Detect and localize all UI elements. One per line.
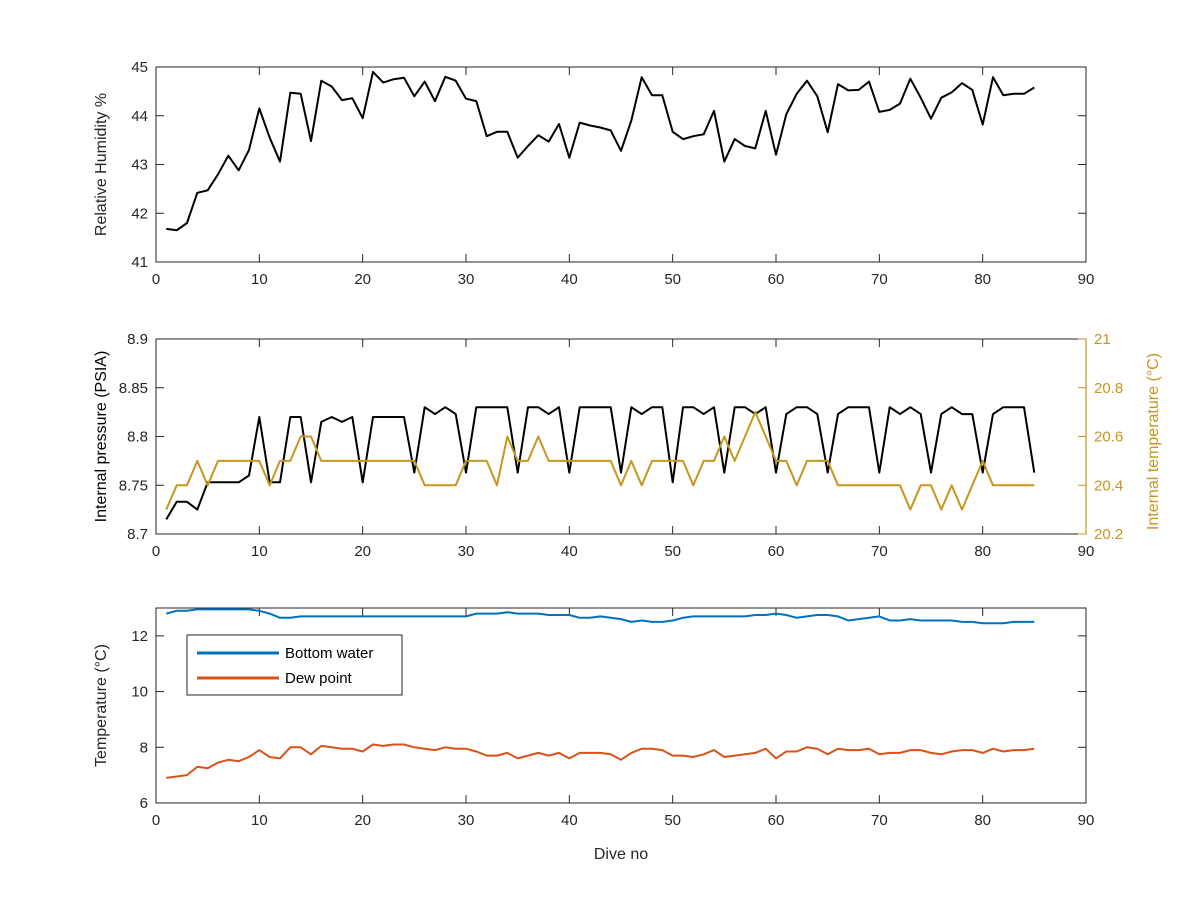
y-tick-label: 45 xyxy=(131,59,148,76)
axes-box xyxy=(155,66,1087,263)
y-right-tick-label: 20.4 xyxy=(1094,477,1123,494)
y-tick-label: 8.85 xyxy=(119,380,148,397)
y-tick-label: 8.9 xyxy=(127,331,148,348)
x-tick-label: 40 xyxy=(561,543,578,560)
legend-label-dew-point: Dew point xyxy=(285,670,353,687)
x-tick-label: 30 xyxy=(458,271,475,288)
legend-label-bottom-water: Bottom water xyxy=(285,645,373,662)
legend: Bottom water Dew point xyxy=(186,634,403,696)
y-axis-label: Internal pressure (PSIA) xyxy=(93,351,110,523)
y-tick-label: 43 xyxy=(131,157,148,174)
y-tick-label: 8.7 xyxy=(127,526,148,543)
x-tick-label: 20 xyxy=(354,543,371,560)
subplot-1: 0 10 20 30 40 50 60 70 80 90 41 42 43 44 45 Relative Hu… xyxy=(93,59,1094,288)
bottom-water-line xyxy=(166,608,1035,625)
x-tick-label: 40 xyxy=(561,271,578,288)
x-tick-label: 20 xyxy=(354,812,371,829)
x-tick-label: 10 xyxy=(251,543,268,560)
x-tick-label: 0 xyxy=(152,271,160,288)
y-right-tick-label: 20.6 xyxy=(1094,429,1123,446)
axes-box xyxy=(155,338,1087,535)
x-tick-label: 70 xyxy=(871,271,888,288)
x-tick-label: 30 xyxy=(458,812,475,829)
subplot-3: 0 10 20 30 40 50 60 70 80 90 6 8 10 12 Temperature (°C… xyxy=(93,607,1095,863)
y-tick-label: 8.8 xyxy=(127,429,148,446)
series-2-line xyxy=(165,411,1035,511)
x-tick-label: 0 xyxy=(152,812,160,829)
x-tick-label: 50 xyxy=(664,271,681,288)
y-right-axis-label: Internal temperature (°C) xyxy=(1145,353,1162,530)
y-tick-label: 10 xyxy=(131,684,148,701)
y-tick-label: 12 xyxy=(131,628,148,645)
y-right-tick-label: 20.2 xyxy=(1094,526,1123,543)
x-tick-label: 70 xyxy=(871,543,888,560)
x-tick-label: 10 xyxy=(251,271,268,288)
x-tick-label: 80 xyxy=(974,271,991,288)
x-tick-label: 90 xyxy=(1078,812,1095,829)
x-axis-label: Dive no xyxy=(594,846,648,863)
x-tick-label: 20 xyxy=(354,271,371,288)
x-tick-label: 80 xyxy=(974,543,991,560)
y-tick-label: 8 xyxy=(140,739,148,756)
y-right-tick-label: 21 xyxy=(1094,331,1111,348)
y-tick-label: 44 xyxy=(131,108,148,125)
y-axis-label: Relative Humidity % xyxy=(93,93,110,236)
x-tick-label: 60 xyxy=(768,271,785,288)
y-axis-label: Temperature (°C) xyxy=(93,644,110,767)
y-tick-label: 6 xyxy=(140,795,148,812)
y-tick-label: 42 xyxy=(131,205,148,222)
x-tick-label: 40 xyxy=(561,812,578,829)
dew-point-line xyxy=(166,743,1035,779)
series-1-line xyxy=(165,406,1036,520)
y-tick-label: 8.75 xyxy=(119,477,148,494)
axes-box xyxy=(155,607,1087,804)
x-tick-label: 90 xyxy=(1078,543,1095,560)
y-right-tick-label: 20.8 xyxy=(1094,380,1123,397)
y-tick-label: 41 xyxy=(131,254,148,271)
x-tick-label: 60 xyxy=(768,812,785,829)
x-tick-label: 10 xyxy=(251,812,268,829)
x-tick-label: 50 xyxy=(664,543,681,560)
x-tick-label: 50 xyxy=(664,812,681,829)
series-1-line xyxy=(166,70,1035,232)
x-tick-label: 60 xyxy=(768,543,785,560)
x-tick-label: 80 xyxy=(974,812,991,829)
subplot-2: 0 10 20 30 40 50 60 70 80 90 8.7 8.75 8.8 8.85 8.9 20.2… xyxy=(93,331,1162,560)
legend-box xyxy=(186,634,403,696)
x-tick-label: 0 xyxy=(152,543,160,560)
x-tick-label: 30 xyxy=(458,543,475,560)
x-tick-label: 70 xyxy=(871,812,888,829)
x-tick-label: 90 xyxy=(1078,271,1095,288)
